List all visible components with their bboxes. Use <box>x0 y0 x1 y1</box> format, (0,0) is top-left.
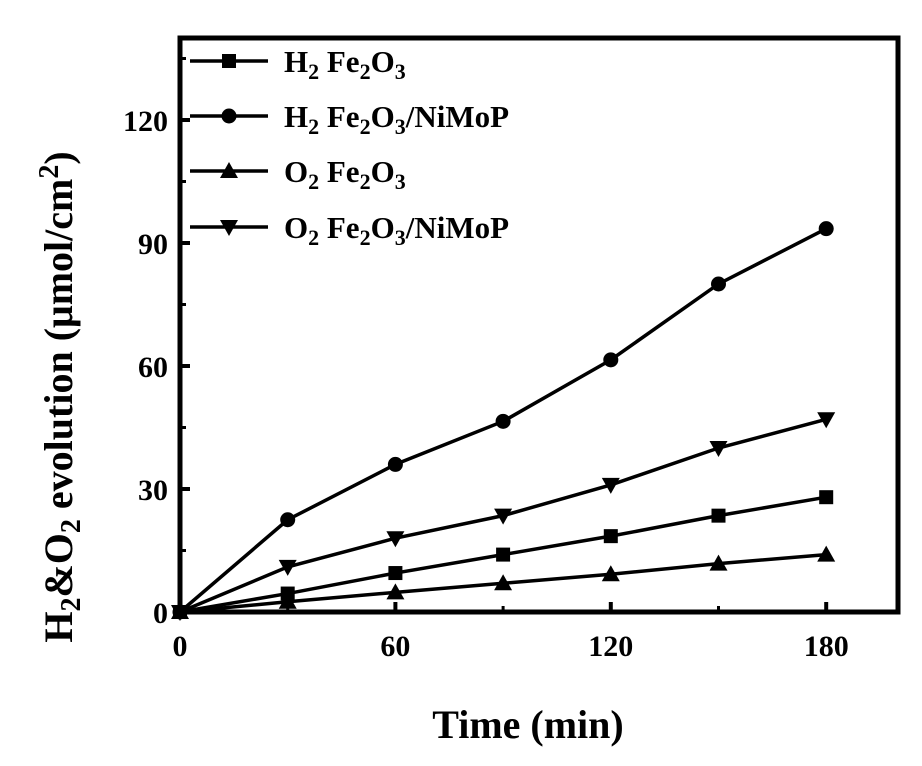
legend-label-part: 2 <box>360 114 371 139</box>
tick-layer: 0 60 120 180 0 30 60 90 120 <box>123 59 849 664</box>
y-axis-title-part4: ) <box>36 151 81 164</box>
legend-label-part: O <box>371 154 395 189</box>
legend-label-part: Fe <box>319 99 359 134</box>
y-axis-title-part1: H <box>36 612 81 643</box>
legend-label-part: Fe <box>319 154 359 189</box>
data-point <box>496 548 510 562</box>
legend-label-part: 3 <box>395 59 406 84</box>
legend-item-1: H2 Fe2O3 <box>190 44 406 84</box>
legend: H2 Fe2O3H2 Fe2O3/NiMoPO2 Fe2O3O2 Fe2O3/N… <box>190 44 509 250</box>
legend-label-part: O <box>284 154 308 189</box>
legend-item-2: H2 Fe2O3/NiMoP <box>190 99 509 139</box>
x-tick-label: 0 <box>173 630 188 663</box>
data-point <box>603 352 618 367</box>
legend-label-part: 2 <box>308 114 319 139</box>
y-axis-title-sup: 2 <box>34 165 65 179</box>
data-point <box>388 566 402 580</box>
y-tick-label: 60 <box>138 351 168 384</box>
y-tick-label: 90 <box>138 228 168 261</box>
x-tick-label: 60 <box>380 630 410 663</box>
legend-label-part: O <box>371 99 395 134</box>
legend-item-3: O2 Fe2O3 <box>190 154 406 194</box>
legend-label-part: 2 <box>360 225 371 250</box>
legend-label-part: Fe <box>319 44 359 79</box>
legend-marker <box>222 54 236 68</box>
legend-label-part: O <box>371 210 395 245</box>
legend-label-part: 3 <box>395 114 406 139</box>
y-axis-title-part2: &O <box>36 533 81 597</box>
legend-label-part: 2 <box>308 169 319 194</box>
x-tick-label: 180 <box>804 630 849 663</box>
legend-label: H2 Fe2O3/NiMoP <box>284 99 509 139</box>
data-point <box>819 221 834 236</box>
y-axis-title-part3: evolution (μmol/cm <box>36 179 81 519</box>
legend-label-part: 2 <box>360 59 371 84</box>
series-layer <box>171 221 835 621</box>
data-point <box>711 277 726 292</box>
y-axis-title-sub1: 2 <box>56 598 87 612</box>
data-point <box>712 509 726 523</box>
legend-label-part: 2 <box>308 59 319 84</box>
y-axis-title: H2&O2 evolution (μmol/cm2) <box>34 151 87 642</box>
legend-label-part: H <box>284 44 308 79</box>
legend-label-part: O <box>284 210 308 245</box>
legend-item-4: O2 Fe2O3/NiMoP <box>190 210 509 250</box>
legend-label: H2 Fe2O3 <box>284 44 406 84</box>
legend-label-part: 3 <box>395 169 406 194</box>
legend-label-part: O <box>371 44 395 79</box>
y-tick-label: 30 <box>138 474 168 507</box>
legend-label: O2 Fe2O3/NiMoP <box>284 210 509 250</box>
y-tick-label: 120 <box>123 105 168 138</box>
legend-label: O2 Fe2O3 <box>284 154 406 194</box>
data-point <box>496 414 511 429</box>
legend-label-part: Fe <box>319 210 359 245</box>
x-tick-label: 120 <box>588 630 633 663</box>
data-point <box>819 490 833 504</box>
legend-marker <box>222 109 237 124</box>
data-point <box>280 512 295 527</box>
data-point <box>604 529 618 543</box>
legend-label-part: /NiMoP <box>405 99 509 134</box>
legend-label-part: 2 <box>308 225 319 250</box>
legend-label-part: 2 <box>360 169 371 194</box>
y-tick-label: 0 <box>153 597 168 630</box>
legend-label-part: /NiMoP <box>405 210 509 245</box>
x-axis-title: Time (min) <box>432 702 623 747</box>
legend-label-part: 3 <box>395 225 406 250</box>
data-point <box>388 457 403 472</box>
y-axis-title-sub2: 2 <box>56 519 87 533</box>
legend-label-part: H <box>284 99 308 134</box>
